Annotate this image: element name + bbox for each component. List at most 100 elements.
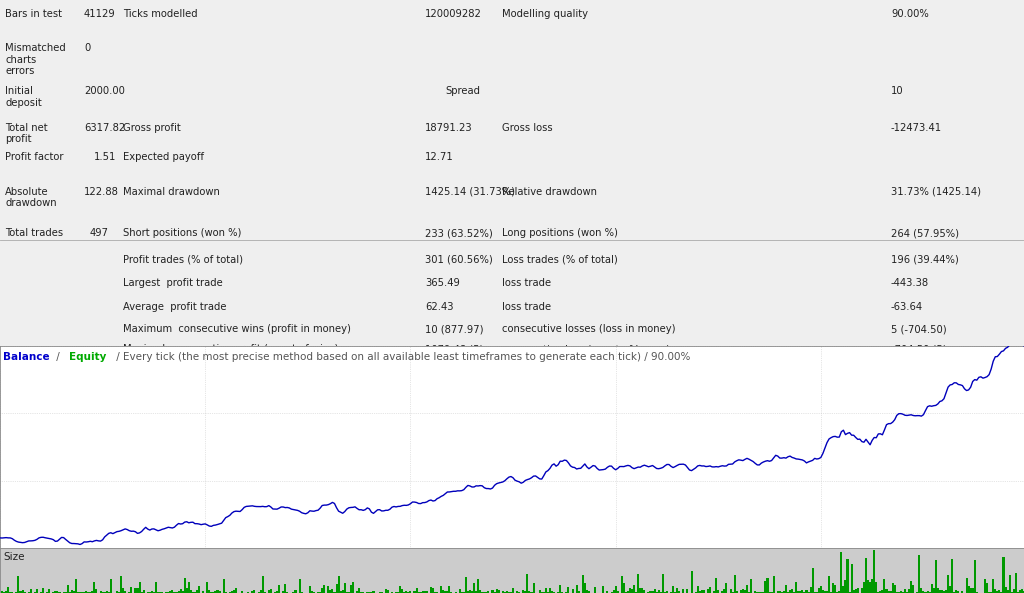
Bar	[367, 592, 369, 593]
Bar	[124, 591, 126, 593]
Bar	[17, 576, 19, 593]
Bar	[863, 582, 865, 593]
Text: /: /	[53, 352, 63, 362]
Bar	[358, 588, 360, 593]
Bar	[655, 592, 657, 593]
Text: Modelling quality: Modelling quality	[502, 9, 588, 18]
Bar	[198, 586, 200, 593]
Bar	[743, 590, 745, 593]
Bar	[986, 584, 988, 593]
Text: Total net
profit: Total net profit	[5, 123, 48, 145]
Bar	[939, 590, 941, 593]
Bar	[459, 589, 461, 593]
Bar	[709, 587, 711, 593]
Bar	[790, 590, 792, 593]
Bar	[95, 589, 97, 593]
Bar	[594, 587, 596, 593]
Bar	[276, 591, 279, 593]
Bar	[381, 592, 383, 593]
Bar	[175, 592, 177, 593]
Bar	[621, 576, 623, 593]
Bar	[998, 590, 1000, 593]
Bar	[606, 591, 608, 593]
Text: Average  profit trade: Average profit trade	[123, 302, 226, 312]
Bar	[522, 589, 524, 593]
Bar	[796, 582, 798, 593]
Bar	[444, 591, 446, 593]
Bar	[362, 592, 365, 593]
Bar	[835, 585, 837, 593]
Text: Largest  profit trade: Largest profit trade	[123, 279, 222, 288]
Bar	[301, 592, 303, 593]
Bar	[403, 592, 406, 593]
Bar	[968, 586, 970, 593]
Bar	[5, 591, 7, 593]
Bar	[406, 591, 408, 593]
Bar	[395, 592, 397, 593]
Bar	[933, 588, 935, 593]
Text: 31.73% (1425.14): 31.73% (1425.14)	[891, 187, 981, 197]
Bar	[616, 591, 618, 593]
Text: consecutive losses: consecutive losses	[502, 366, 596, 376]
Bar	[686, 589, 688, 593]
Text: Short positions (won %): Short positions (won %)	[123, 228, 242, 238]
Bar	[908, 589, 910, 593]
Bar	[539, 590, 541, 593]
Bar	[559, 585, 561, 593]
Bar	[414, 591, 416, 593]
Bar	[822, 590, 824, 593]
Bar	[136, 588, 138, 593]
Text: 5 (-704.50): 5 (-704.50)	[891, 324, 946, 334]
Text: Balance: Balance	[3, 352, 50, 362]
Bar	[988, 592, 990, 593]
Bar	[167, 592, 169, 593]
Bar	[702, 590, 705, 593]
Bar	[530, 592, 532, 593]
Text: 41129: 41129	[84, 9, 116, 18]
Bar	[627, 591, 629, 593]
Bar	[567, 588, 569, 593]
Bar	[777, 591, 779, 593]
Bar	[108, 592, 110, 593]
Bar	[837, 592, 839, 593]
Bar	[224, 592, 226, 593]
Bar	[58, 592, 60, 593]
Bar	[11, 592, 13, 593]
Bar	[42, 588, 44, 593]
Text: 0: 0	[84, 43, 90, 53]
Bar	[553, 592, 555, 593]
Bar	[900, 591, 902, 593]
Text: 62.43: 62.43	[425, 302, 454, 312]
Bar	[808, 592, 810, 593]
Bar	[159, 592, 161, 593]
Bar	[839, 591, 841, 593]
Text: 12.71: 12.71	[425, 152, 454, 162]
Bar	[508, 592, 510, 593]
Bar	[927, 591, 929, 593]
Text: 1425.14 (31.73%): 1425.14 (31.73%)	[425, 187, 515, 197]
Text: 497: 497	[89, 228, 109, 238]
Bar	[408, 592, 410, 593]
Bar	[657, 591, 659, 593]
Bar	[171, 591, 173, 593]
Text: 365.49: 365.49	[425, 279, 460, 288]
Bar	[947, 575, 949, 593]
Bar	[212, 592, 214, 593]
Bar	[214, 591, 216, 593]
Bar	[516, 591, 518, 593]
Bar	[492, 590, 494, 593]
Bar	[218, 591, 220, 593]
Bar	[637, 575, 639, 593]
Text: consecutive losses (loss in money): consecutive losses (loss in money)	[502, 324, 675, 334]
Bar	[270, 589, 272, 593]
Text: 122.88: 122.88	[84, 187, 119, 197]
Bar	[639, 588, 641, 593]
Bar	[426, 591, 428, 593]
Bar	[1005, 588, 1007, 593]
Bar	[962, 591, 964, 593]
Bar	[729, 589, 731, 593]
Bar	[906, 592, 908, 593]
Bar	[820, 586, 822, 593]
Bar	[48, 589, 50, 593]
Bar	[849, 592, 851, 593]
